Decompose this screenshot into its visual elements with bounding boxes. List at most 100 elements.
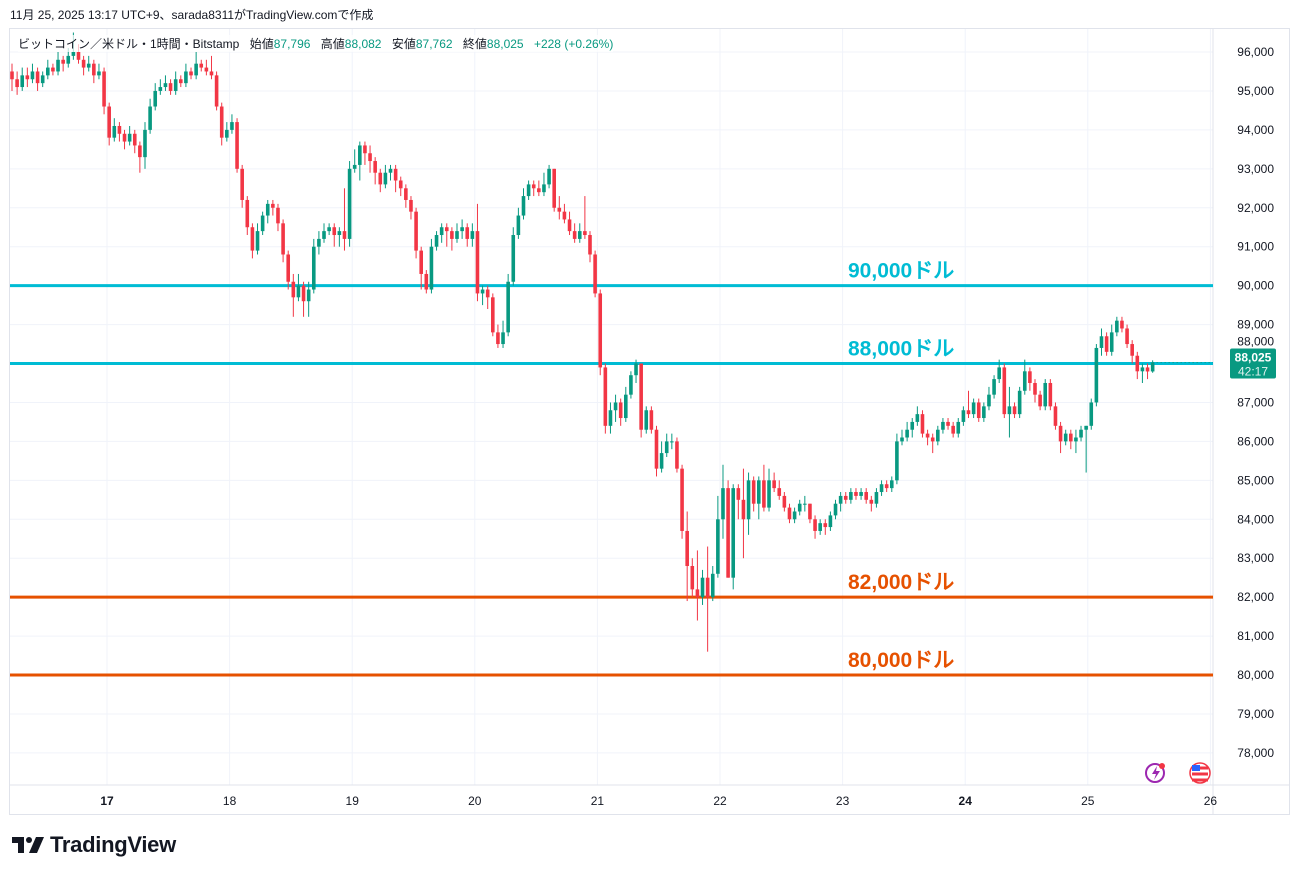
candle-body — [572, 231, 577, 239]
tradingview-logo[interactable]: TradingView — [12, 832, 176, 858]
candle — [879, 480, 884, 496]
candle-body — [1033, 382, 1037, 395]
candle-body — [132, 133, 137, 146]
candle-body — [1058, 425, 1063, 442]
candle — [127, 125, 132, 146]
candle — [608, 402, 613, 434]
candle-body — [925, 433, 930, 438]
candle-body — [1115, 320, 1119, 333]
candle-body — [245, 199, 250, 228]
candle-body — [813, 519, 817, 531]
candle-body — [930, 437, 935, 442]
time-axis-label: 26 — [1204, 794, 1218, 808]
candle-body — [10, 71, 14, 80]
candle — [506, 273, 510, 337]
candle-body — [675, 441, 679, 469]
candle — [424, 270, 429, 294]
candle-body — [225, 129, 229, 138]
candle — [685, 511, 689, 602]
candle — [516, 207, 521, 239]
candle-body — [281, 223, 285, 255]
candle — [409, 196, 413, 220]
candle — [122, 129, 127, 150]
candle — [1135, 351, 1140, 380]
candle-body — [741, 499, 746, 520]
candle-body — [143, 129, 147, 158]
candle-body — [854, 492, 858, 496]
candle — [388, 164, 393, 181]
candle — [255, 223, 260, 255]
candle-body — [306, 289, 311, 302]
candle — [1130, 340, 1134, 364]
candle — [828, 511, 833, 531]
candle-body — [506, 281, 510, 333]
price-chart[interactable]: 96,000 95,000 94,000 93,000 92,000 91,000 90,0… — [0, 0, 1293, 830]
candle — [936, 425, 940, 446]
price-axis-label: 91,000 — [1237, 240, 1274, 254]
candle-body — [542, 184, 546, 193]
candle — [690, 558, 695, 598]
symbol-name[interactable]: ビットコイン／米ドル・1時間・Bitstamp — [18, 37, 240, 51]
candle — [1089, 398, 1094, 430]
candle-body — [603, 367, 608, 426]
candle-body — [15, 79, 19, 88]
horizontal-level-label: 90,000ドル — [848, 260, 954, 283]
candle-body — [598, 293, 603, 368]
candle — [1115, 316, 1119, 337]
candle-body — [562, 211, 567, 220]
candle-body — [889, 480, 894, 489]
price-axis-label: 90,000 — [1237, 279, 1274, 293]
candle-body — [173, 79, 178, 91]
close-label: 終値 — [462, 37, 487, 51]
lightning-icon[interactable] — [1145, 763, 1165, 783]
candle — [363, 141, 367, 165]
candle — [81, 55, 86, 76]
candle-body — [762, 480, 766, 508]
candle — [670, 433, 674, 450]
candle — [15, 71, 19, 95]
candle-body — [388, 168, 393, 173]
candle — [301, 281, 306, 317]
candle-body — [772, 480, 776, 489]
candle-body — [823, 523, 828, 528]
candle — [1125, 324, 1129, 348]
candle — [644, 406, 649, 434]
candle — [1043, 379, 1048, 411]
price-axis-label: 80,000 — [1237, 668, 1274, 682]
candle — [542, 172, 546, 197]
candle — [925, 429, 930, 446]
time-axis-label: 18 — [223, 794, 237, 808]
candle — [35, 67, 40, 91]
candle — [746, 472, 751, 535]
candle-body — [843, 495, 848, 500]
candle — [352, 149, 357, 173]
candle-body — [1063, 433, 1068, 442]
candle — [51, 63, 55, 76]
candle — [92, 59, 96, 84]
candle-body — [797, 503, 802, 512]
us-flag-icon[interactable] — [1189, 762, 1211, 784]
candle — [342, 188, 347, 251]
candle-body — [900, 437, 904, 442]
candle — [982, 402, 986, 422]
candle-body — [659, 453, 664, 469]
candle — [450, 227, 454, 251]
candle — [562, 203, 567, 224]
chart-panel — [9, 28, 1290, 815]
candle — [859, 488, 863, 500]
candle — [567, 211, 572, 236]
candle — [521, 188, 526, 220]
candle-body — [194, 63, 198, 76]
candle-body — [521, 196, 526, 216]
candle — [429, 238, 434, 294]
price-axis-label: 87,000 — [1237, 395, 1274, 409]
candle-body — [1048, 382, 1053, 407]
candle — [997, 359, 1001, 383]
candle — [404, 184, 408, 208]
candle — [250, 223, 255, 259]
candle-body — [649, 410, 654, 430]
candle — [756, 476, 761, 520]
candle-body — [373, 161, 377, 173]
candle — [46, 59, 50, 80]
candle — [138, 141, 142, 173]
